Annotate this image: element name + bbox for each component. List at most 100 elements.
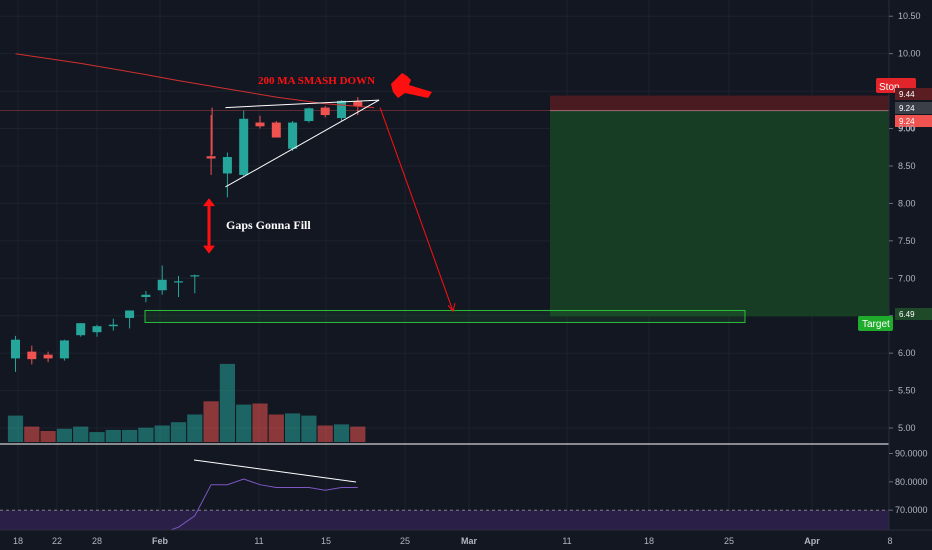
time-axis-bg	[0, 530, 932, 550]
target-price-badge	[895, 308, 932, 320]
rsi-pane	[0, 443, 889, 534]
volume-bar	[203, 401, 219, 442]
volume-bar	[187, 414, 203, 442]
candle-body	[11, 339, 20, 359]
rsi-line	[162, 478, 358, 534]
axis-badges: Stop 9.44 9.24 9.24 9.00 Target 6.49	[858, 78, 932, 331]
volume-bar	[252, 403, 268, 442]
time-tick-label: 22	[52, 536, 62, 546]
rsi-tick-label: 70.0000	[895, 505, 928, 515]
target-label: Target	[862, 319, 890, 330]
volume-bar	[24, 426, 40, 442]
rsi-tick-label: 90.0000	[895, 449, 928, 459]
volume-bar	[301, 415, 317, 442]
volume-bar	[40, 431, 56, 442]
time-tick-label: 25	[400, 536, 410, 546]
volume-bar	[154, 425, 170, 442]
candle-body	[141, 294, 151, 297]
candle-body	[157, 279, 167, 291]
candle-body	[222, 156, 232, 174]
drawings: 200 MA SMASH DOWN Gaps Gonna Fill	[203, 73, 456, 313]
target-zone	[550, 110, 889, 317]
candle-body	[206, 156, 216, 159]
candle-body	[288, 122, 298, 149]
time-tick-label: Feb	[152, 536, 169, 546]
volume-bar	[236, 404, 252, 442]
candle-body	[125, 310, 135, 318]
volume-bar	[122, 429, 138, 442]
stop-zone	[550, 95, 889, 111]
price-tick-label: 5.50	[898, 386, 916, 396]
candle-body	[239, 118, 249, 175]
time-tick-label: 11	[254, 536, 263, 546]
volume-bar	[268, 414, 284, 442]
last-price-label: 9.24	[899, 104, 915, 113]
price-tick-label: 10.00	[898, 49, 921, 59]
volume-bar	[7, 415, 24, 442]
time-tick-label: 28	[92, 536, 102, 546]
volume-bar	[73, 426, 89, 442]
candle-body	[108, 324, 118, 327]
time-tick-label: 18	[644, 536, 654, 546]
time-tick-label: 18	[13, 536, 23, 546]
candle-body	[92, 326, 102, 333]
stop-label: Stop	[879, 82, 900, 93]
gap-zone	[144, 309, 746, 323]
candle-body	[190, 275, 200, 277]
rsi-band	[0, 510, 889, 532]
price-tick-label: 5.00	[898, 423, 916, 433]
target-price-label: 6.49	[899, 310, 915, 319]
gap-arrow-head-down	[203, 245, 215, 254]
time-axis: 18 22 28 Feb 11 15 25 Mar 11 18 25 Apr 8	[0, 529, 932, 550]
ma-price-badge	[895, 115, 932, 127]
projection-arrow-head	[447, 303, 456, 313]
candle-body	[337, 100, 346, 119]
volume-bar	[56, 428, 72, 442]
gap-arrow-head-up	[203, 198, 215, 207]
time-tick-label: 8	[887, 536, 892, 546]
candle-body	[174, 281, 183, 283]
hidden-price-label: 9.00	[899, 124, 915, 133]
ma-price-label: 9.24	[899, 117, 915, 126]
volume-bar	[285, 413, 301, 442]
wedge-bottom-line	[225, 99, 380, 188]
ma-annotation-arrow	[391, 73, 432, 98]
volume-bars	[7, 363, 366, 442]
candle-body	[59, 340, 69, 359]
volume-bar	[105, 429, 121, 442]
volume-bar	[333, 424, 350, 442]
last-price-badge	[895, 102, 932, 114]
candle-body	[320, 107, 330, 116]
price-tick-label: 7.00	[898, 273, 916, 283]
time-tick-label: Mar	[461, 536, 478, 546]
candle-body	[304, 108, 314, 122]
gap-annotation-text: Gaps Gonna Fill	[226, 218, 311, 232]
position-zones	[0, 95, 889, 323]
candles	[11, 97, 363, 372]
price-tick-label: 7.50	[898, 236, 916, 246]
price-tick-label: 8.00	[898, 198, 916, 208]
stop-price-label: 9.44	[899, 90, 915, 99]
candle-body	[76, 323, 86, 336]
rsi-tick-label: 80.0000	[895, 477, 928, 487]
ma-annotation-text: 200 MA SMASH DOWN	[258, 75, 375, 87]
time-tick-label: Apr	[804, 536, 820, 546]
candle-body	[43, 354, 53, 359]
candle-body	[353, 101, 363, 107]
volume-bar	[170, 422, 187, 442]
time-tick-label: 11	[562, 536, 571, 546]
price-tick-label: 8.50	[898, 161, 916, 171]
candle-body	[255, 122, 265, 127]
target-badge	[858, 316, 893, 331]
price-tick-label: 6.00	[898, 348, 916, 358]
rsi-divergence-line	[193, 459, 357, 483]
wedge-top-line	[225, 99, 380, 109]
candle-body	[271, 122, 281, 138]
volume-bar	[138, 427, 154, 442]
volume-bar	[219, 363, 235, 442]
volume-bar	[89, 432, 105, 442]
volume-bar	[317, 425, 333, 442]
time-tick-label: 15	[321, 536, 331, 546]
